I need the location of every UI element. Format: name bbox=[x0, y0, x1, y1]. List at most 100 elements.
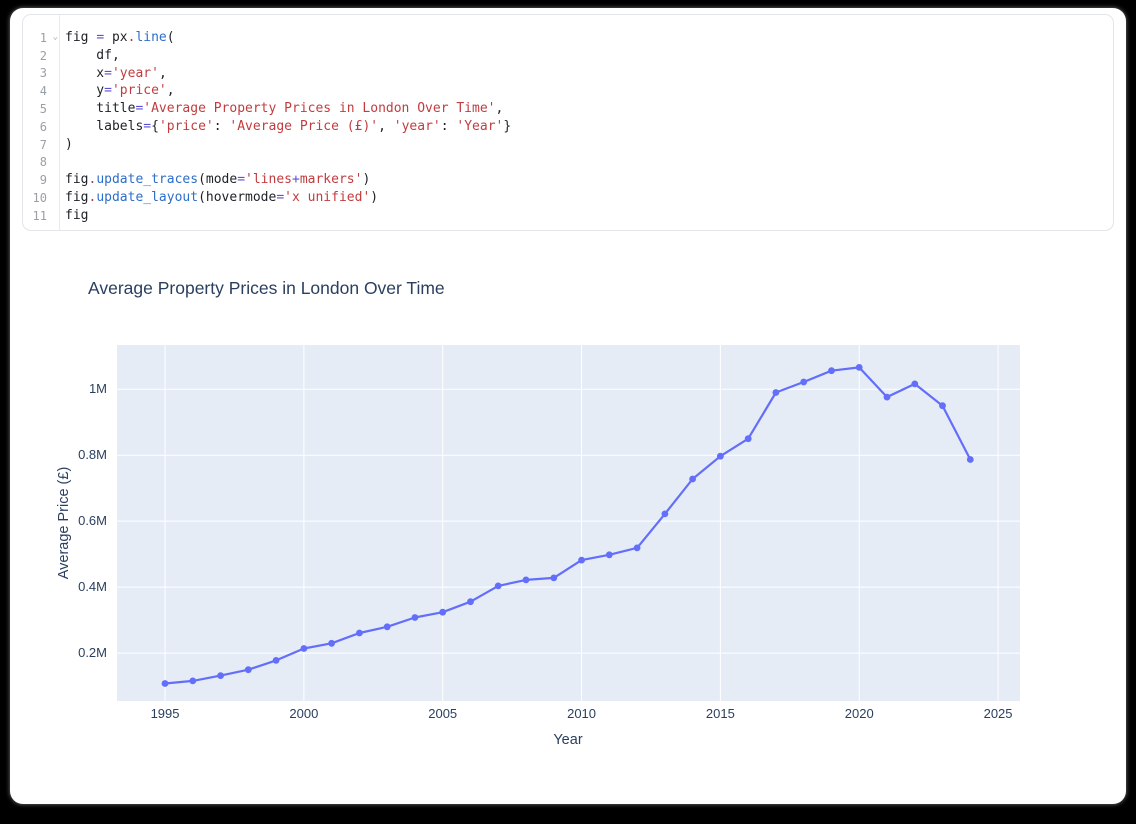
data-point-marker[interactable] bbox=[633, 544, 641, 552]
line-number: 7 bbox=[39, 137, 47, 152]
gutter-row: 8 bbox=[23, 154, 59, 172]
data-point-marker[interactable] bbox=[800, 378, 808, 386]
code-token: 'year' bbox=[111, 65, 159, 81]
data-point-marker[interactable] bbox=[717, 452, 724, 460]
code-token: markers' bbox=[299, 172, 363, 188]
code-token: . bbox=[127, 30, 136, 45]
line-number: 5 bbox=[39, 102, 47, 117]
code-token: , bbox=[378, 118, 394, 134]
line-number: 6 bbox=[39, 119, 47, 134]
code-token: 'Average Price (£)' bbox=[229, 118, 379, 134]
code-token: : bbox=[440, 118, 457, 134]
data-point-marker[interactable] bbox=[356, 629, 363, 637]
code-token: 'year' bbox=[393, 118, 441, 134]
code-token: , bbox=[166, 83, 175, 99]
plot-background bbox=[117, 345, 1020, 701]
code-token: 'price' bbox=[111, 83, 167, 99]
code-token: 'Year' bbox=[456, 118, 504, 134]
code-line: y='price', bbox=[65, 82, 1113, 100]
code-token: df, bbox=[65, 47, 120, 63]
code-token: y bbox=[65, 83, 105, 99]
data-point-marker[interactable] bbox=[689, 475, 696, 483]
line-number: 2 bbox=[39, 48, 47, 63]
gutter-row: 9 bbox=[23, 171, 59, 189]
code-line: fig = px.line( bbox=[65, 29, 1113, 47]
gutter-row: 10 bbox=[23, 189, 59, 207]
line-number: 3 bbox=[39, 66, 47, 81]
code-token: = bbox=[104, 83, 112, 99]
code-token: = bbox=[135, 101, 144, 117]
gutter-row: 5 bbox=[23, 100, 59, 118]
code-token: = bbox=[96, 30, 105, 45]
code-token: px bbox=[104, 30, 128, 45]
code-line bbox=[65, 154, 1113, 172]
code-token: labels bbox=[65, 118, 144, 134]
line-number: 10 bbox=[32, 191, 47, 206]
code-token: . bbox=[88, 172, 97, 188]
code-token: = bbox=[104, 65, 112, 81]
code-token: 'Average Property Prices in London Over … bbox=[143, 101, 496, 117]
data-point-marker[interactable] bbox=[467, 598, 474, 606]
data-point-marker[interactable] bbox=[744, 435, 752, 443]
code-token: 'lines bbox=[245, 172, 292, 188]
gutter-row: 1 ⌄ bbox=[23, 29, 59, 47]
data-point-marker[interactable] bbox=[383, 623, 391, 631]
code-cell[interactable]: 1 ⌄ 2 3 4 5 6 7 8 9 10 11 fig = px.line( df, x='yea… bbox=[22, 14, 1114, 231]
code-token: fig bbox=[65, 172, 89, 188]
data-point-marker[interactable] bbox=[272, 657, 280, 664]
code-token: ) bbox=[65, 136, 73, 152]
code-line: fig.update_traces(mode='lines+markers') bbox=[65, 171, 1113, 189]
data-point-marker[interactable] bbox=[300, 645, 308, 652]
code-line: ) bbox=[65, 136, 1113, 154]
code-token: } bbox=[503, 118, 512, 134]
data-point-marker[interactable] bbox=[244, 666, 252, 674]
data-point-marker[interactable] bbox=[550, 574, 558, 582]
code-token: fig bbox=[65, 30, 97, 45]
code-token: = bbox=[237, 172, 246, 188]
code-token: update_layout bbox=[96, 190, 199, 206]
code-token: (mode bbox=[198, 172, 238, 188]
code-token: 'price' bbox=[158, 118, 214, 134]
data-point-marker[interactable] bbox=[605, 551, 613, 559]
data-point-marker[interactable] bbox=[828, 367, 835, 375]
code-token: { bbox=[151, 118, 159, 134]
line-number-gutter: 1 ⌄ 2 3 4 5 6 7 8 9 10 11 bbox=[23, 15, 60, 230]
series-line bbox=[163, 366, 972, 685]
data-point-marker[interactable] bbox=[939, 402, 946, 410]
plot-area[interactable] bbox=[117, 345, 1020, 701]
data-point-marker[interactable] bbox=[189, 677, 197, 685]
data-point-marker[interactable] bbox=[772, 389, 780, 396]
data-point-marker[interactable] bbox=[661, 510, 669, 518]
code-editor[interactable]: fig = px.line( df, x='year', y='price', … bbox=[60, 15, 1113, 230]
code-token: ( bbox=[166, 30, 175, 45]
code-token: 'x unified' bbox=[284, 190, 371, 206]
data-point-marker[interactable] bbox=[966, 456, 974, 463]
code-token: (hovermode bbox=[198, 190, 277, 206]
code-line: df, bbox=[65, 47, 1113, 65]
code-token: = bbox=[276, 190, 285, 206]
gutter-row: 4 bbox=[23, 82, 59, 100]
code-token: ) bbox=[370, 190, 379, 206]
data-point-marker[interactable] bbox=[578, 556, 585, 564]
data-point-marker[interactable] bbox=[411, 614, 419, 621]
code-token: fig bbox=[65, 190, 89, 206]
fold-toggle-icon[interactable]: ⌄ bbox=[52, 32, 58, 42]
data-point-marker[interactable] bbox=[522, 576, 530, 584]
data-point-marker[interactable] bbox=[328, 639, 335, 647]
data-point-marker[interactable] bbox=[494, 582, 502, 590]
data-point-marker[interactable] bbox=[161, 680, 169, 687]
data-point-marker[interactable] bbox=[911, 380, 919, 388]
code-token: title bbox=[65, 101, 136, 117]
code-token: : bbox=[213, 118, 230, 134]
code-line: x='year', bbox=[65, 65, 1113, 83]
code-token: fig bbox=[65, 207, 89, 223]
code-token: line bbox=[135, 30, 167, 45]
data-point-marker[interactable] bbox=[439, 608, 447, 616]
code-token: update_traces bbox=[96, 172, 199, 188]
gutter-row: 6 bbox=[23, 118, 59, 136]
data-point-marker[interactable] bbox=[217, 672, 224, 679]
data-point-marker[interactable] bbox=[883, 393, 891, 401]
data-point-marker[interactable] bbox=[855, 364, 863, 371]
